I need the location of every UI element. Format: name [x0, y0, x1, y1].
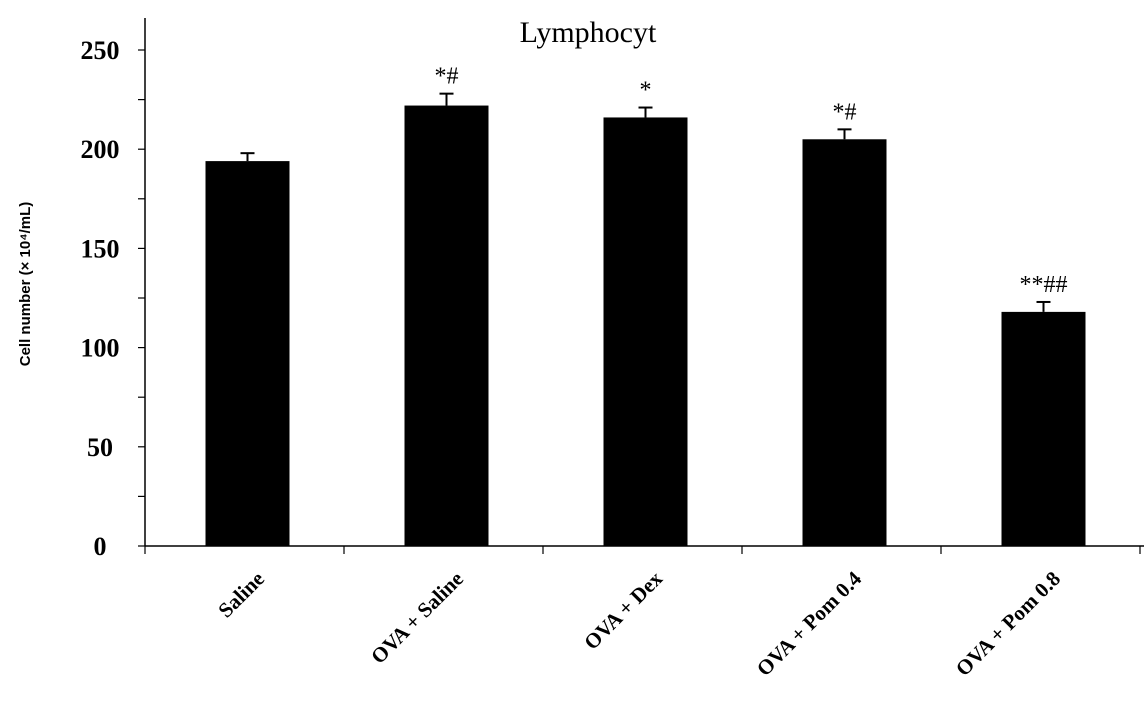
- bar-4: [1001, 311, 1086, 546]
- y-tick-label: 100: [81, 334, 120, 363]
- significance-label-3: *#: [833, 99, 857, 125]
- significance-label-4: **##: [1020, 272, 1068, 298]
- bars: [205, 105, 1086, 547]
- x-tick-label-2: OVA + Dex: [579, 566, 667, 654]
- x-tick-label-1: OVA + Saline: [366, 567, 468, 669]
- bar-0: [205, 161, 290, 546]
- bar-2: [603, 117, 688, 547]
- y-tick-label: 50: [87, 433, 113, 462]
- error-bars: [240, 92, 1051, 312]
- x-tick-labels: Saline OVA + Saline OVA + Dex OVA + Pom 0.4…: [213, 566, 1065, 681]
- significance-annotations: *# * *# **##: [435, 64, 1068, 298]
- y-tick-label: 150: [81, 234, 120, 263]
- y-tick-label: 250: [81, 36, 120, 65]
- x-tick-label-0: Saline: [213, 567, 269, 623]
- x-axis: [144, 545, 1144, 554]
- significance-label-1: *#: [435, 64, 459, 90]
- x-tick-label-4: OVA + Pom 0.8: [951, 567, 1065, 681]
- bar-3: [802, 139, 887, 546]
- y-tick-label: 0: [94, 532, 107, 561]
- x-tick-label-3: OVA + Pom 0.4: [752, 566, 867, 681]
- y-tick-label: 200: [81, 135, 120, 164]
- chart-title: Lymphocyt: [520, 16, 657, 49]
- bar-1: [404, 105, 489, 546]
- y-axis-label: Cell number (× 10⁴/mL): [17, 202, 34, 367]
- y-axis: 0 50 100 150 200 250: [81, 18, 146, 561]
- significance-label-2: *: [640, 78, 652, 104]
